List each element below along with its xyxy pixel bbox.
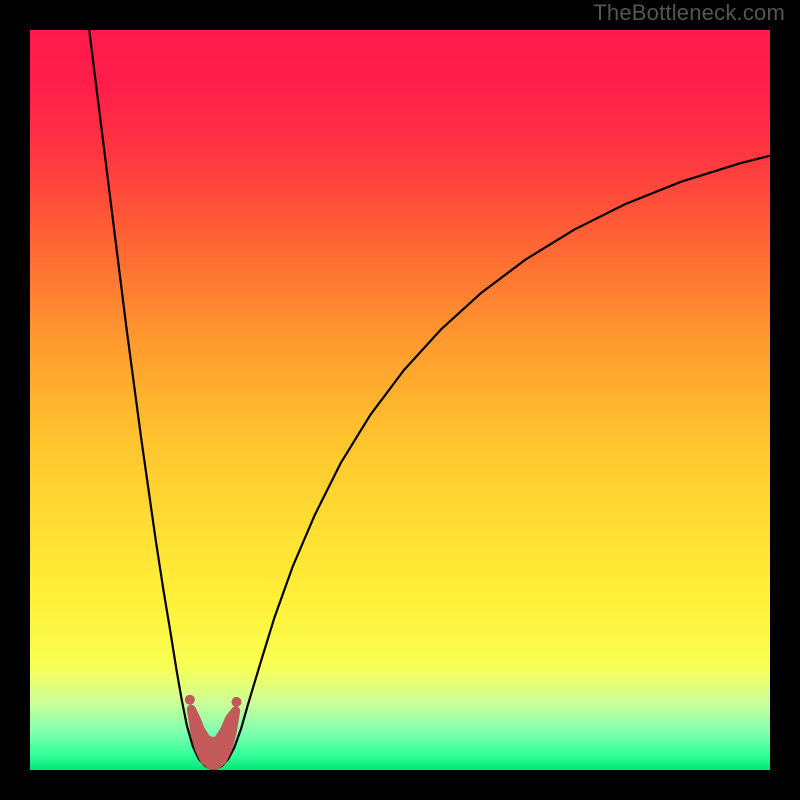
bottleneck-chart: [0, 0, 800, 800]
chart-stage: TheBottleneck.com: [0, 0, 800, 800]
dip-dot-left: [185, 695, 195, 705]
dip-dot-right: [231, 697, 241, 707]
watermark-label: TheBottleneck.com: [593, 0, 785, 26]
plot-background: [30, 30, 770, 770]
